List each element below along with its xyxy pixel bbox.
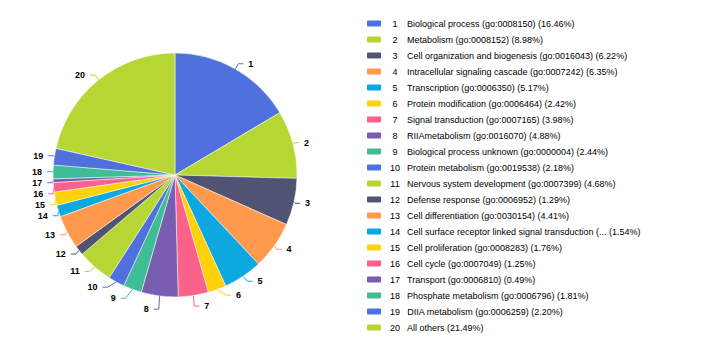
svg-text:Phosphate metabolism (go:00067: Phosphate metabolism (go:0006796) (1.81%… [407, 291, 589, 301]
svg-text:RIIAmetabolism (go:0016070) (4: RIIAmetabolism (go:0016070) (4.88%) [407, 131, 561, 141]
svg-text:6: 6 [236, 290, 241, 300]
svg-text:4: 4 [392, 67, 397, 77]
svg-text:20: 20 [75, 70, 85, 80]
svg-text:15: 15 [35, 200, 45, 210]
svg-text:Cell organization and biogenes: Cell organization and biogenesis (go:001… [407, 51, 627, 61]
svg-text:14: 14 [390, 227, 400, 237]
svg-text:Intracellular signaling cascad: Intracellular signaling cascade (go:0007… [407, 67, 618, 77]
svg-text:8: 8 [144, 304, 149, 314]
svg-text:16: 16 [33, 189, 43, 199]
svg-text:1: 1 [248, 59, 253, 69]
svg-text:2: 2 [392, 35, 397, 45]
svg-text:Protein modification (go:00064: Protein modification (go:0006464) (2.42%… [407, 99, 576, 109]
svg-text:Cell surface receptor linked s: Cell surface receptor linked signal tran… [407, 227, 641, 237]
svg-text:Biological process unknown (go: Biological process unknown (go:0000004) … [407, 147, 608, 157]
svg-text:13: 13 [390, 211, 400, 221]
svg-text:17: 17 [32, 178, 42, 188]
svg-text:11: 11 [390, 179, 399, 189]
svg-text:18: 18 [390, 291, 400, 301]
svg-text:Transport (go:0006810) (0.49%): Transport (go:0006810) (0.49%) [407, 275, 535, 285]
svg-text:16: 16 [390, 259, 400, 269]
svg-text:Cell cycle (go:0007049) (1.25%: Cell cycle (go:0007049) (1.25%) [407, 259, 536, 269]
svg-text:7: 7 [204, 301, 209, 311]
svg-text:12: 12 [56, 249, 66, 259]
svg-text:Defense response (go:0006952): Defense response (go:0006952) (1.29%) [407, 195, 570, 205]
svg-text:11: 11 [70, 266, 80, 276]
svg-text:10: 10 [390, 163, 400, 173]
svg-text:6: 6 [392, 99, 397, 109]
svg-text:17: 17 [390, 275, 400, 285]
svg-text:Signal transduction (go:000716: Signal transduction (go:0007165) (3.98%) [407, 115, 574, 125]
svg-text:All others (21.49%): All others (21.49%) [407, 323, 484, 333]
svg-text:3: 3 [392, 51, 397, 61]
svg-text:15: 15 [390, 243, 400, 253]
svg-text:7: 7 [392, 115, 397, 125]
svg-text:5: 5 [258, 276, 263, 286]
svg-text:2: 2 [304, 138, 309, 148]
svg-text:1: 1 [392, 19, 397, 29]
svg-text:3: 3 [305, 198, 310, 208]
svg-text:Biological process (go:0008150: Biological process (go:0008150) (16.46%) [407, 19, 575, 29]
svg-text:Cell differentiation (go:00301: Cell differentiation (go:0030154) (4.41%… [407, 211, 569, 221]
svg-text:Transcription (go:0006350) (5.: Transcription (go:0006350) (5.17%) [407, 83, 549, 93]
svg-text:5: 5 [392, 83, 397, 93]
svg-text:13: 13 [45, 230, 55, 240]
svg-text:Cell proliferation (go:0008283: Cell proliferation (go:0008283) (1.76%) [407, 243, 562, 253]
svg-text:20: 20 [390, 323, 400, 333]
svg-text:Metabolism (go:0008152) (8.98%: Metabolism (go:0008152) (8.98%) [407, 35, 543, 45]
svg-text:8: 8 [392, 131, 397, 141]
svg-text:Nervous system development (go: Nervous system development (go:0007399) … [407, 179, 616, 189]
svg-text:4: 4 [286, 244, 291, 254]
svg-text:18: 18 [32, 167, 42, 177]
svg-text:DIIA metabolism (go:0006259) (: DIIA metabolism (go:0006259) (2.20%) [407, 307, 563, 317]
svg-text:14: 14 [38, 211, 48, 221]
svg-text:12: 12 [390, 195, 400, 205]
svg-text:19: 19 [33, 151, 43, 161]
svg-text:9: 9 [111, 293, 116, 303]
svg-text:10: 10 [88, 282, 98, 292]
svg-text:Protein metabolism (go:0019538: Protein metabolism (go:0019538) (2.18%) [407, 163, 574, 173]
svg-text:19: 19 [390, 307, 400, 317]
svg-text:9: 9 [392, 147, 397, 157]
